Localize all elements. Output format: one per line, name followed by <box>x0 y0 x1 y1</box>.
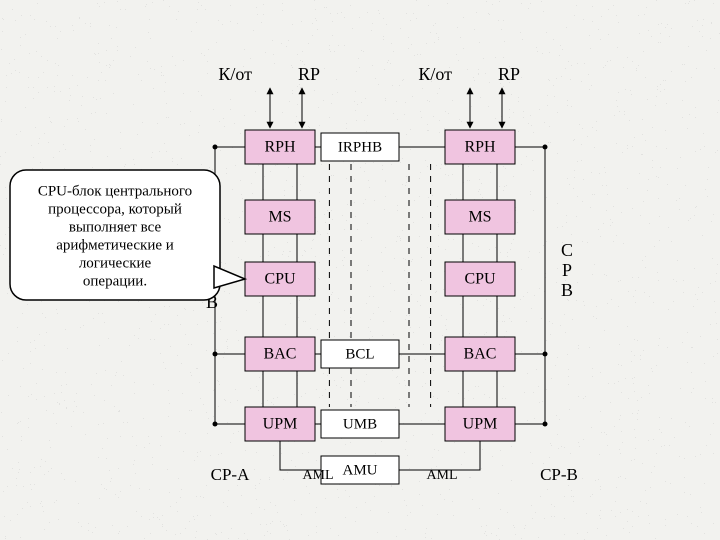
top-label-suffix: RP <box>498 64 520 84</box>
rph-right-label: RPH <box>464 139 496 156</box>
bac-right-label: BAC <box>464 346 497 363</box>
bus-irphb-label: IRPHB <box>338 139 382 155</box>
top-label-prefix: К/от <box>418 64 452 84</box>
cpu-callout-line-3: арифметические и <box>56 237 174 253</box>
side-cpb-2: B <box>561 280 573 300</box>
cpb-label: CP-B <box>540 465 578 484</box>
cpu-left-label: CPU <box>264 271 296 288</box>
cpu-callout-line-2: выполняет все <box>69 219 162 235</box>
bus-bcl-label: BCL <box>345 346 374 362</box>
ms-right-label: MS <box>468 209 491 226</box>
side-cpb-0: C <box>561 240 573 260</box>
cpu-callout-line-1: процессора, который <box>48 201 182 217</box>
ms-left-label: MS <box>268 209 291 226</box>
aml-left-label: AML <box>302 468 333 483</box>
side-cpb-1: P <box>562 260 572 280</box>
cpu-callout-line-5: операции. <box>83 273 147 289</box>
cpu-callout-line-4: логические <box>79 255 152 271</box>
bus-umb-label: UMB <box>343 416 377 432</box>
upm-left-label: UPM <box>263 416 298 433</box>
cpa-label: CP-A <box>211 465 250 484</box>
bac-left-label: BAC <box>264 346 297 363</box>
bus-amu-label: AMU <box>342 462 377 478</box>
rph-left-label: RPH <box>264 139 296 156</box>
upm-right-label: UPM <box>463 416 498 433</box>
cpu-right-label: CPU <box>464 271 496 288</box>
top-label-suffix: RP <box>298 64 320 84</box>
aml-right-label: AML <box>426 468 457 483</box>
top-label-prefix: К/от <box>218 64 252 84</box>
cpu-callout-line-0: CPU-блок центрального <box>38 183 192 199</box>
